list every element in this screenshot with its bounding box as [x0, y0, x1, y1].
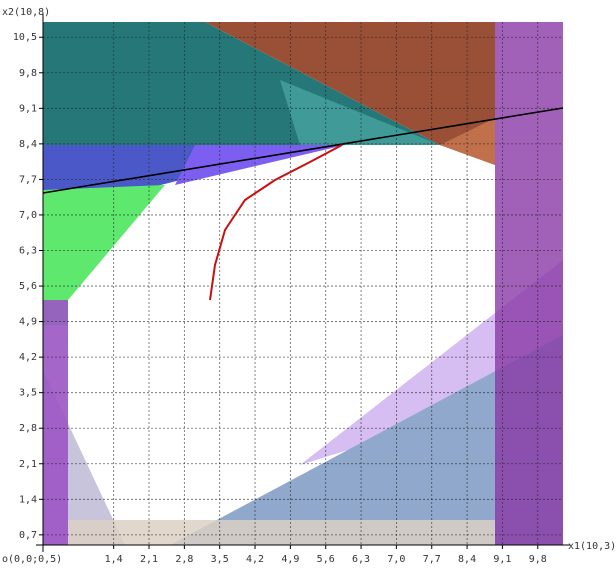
x-tick-label: 5,6 — [317, 554, 335, 565]
origin-label: o(0,0;0,5) — [2, 554, 62, 565]
y-tick-label: 4,9 — [19, 317, 37, 328]
y-tick-label: 2,8 — [19, 423, 37, 434]
y-tick-label: 6,3 — [19, 245, 37, 256]
x-tick-label: 1,4 — [105, 554, 123, 565]
region — [440, 118, 495, 165]
objective-line — [42, 107, 564, 194]
x-tick-label: 2,8 — [175, 554, 193, 565]
y-tick-label: 5,6 — [19, 281, 37, 292]
y-axis-label: x2(10,8) — [2, 7, 50, 18]
y-tick-label: 7,0 — [19, 210, 37, 221]
region — [68, 520, 495, 545]
regions — [43, 22, 563, 545]
region — [175, 145, 345, 185]
x-axis-label: x1(10,3) — [568, 541, 616, 552]
x-tick-label: 2,1 — [140, 554, 158, 565]
x-tick-label: 3,5 — [211, 554, 229, 565]
region — [43, 185, 165, 325]
path-curve — [209, 144, 343, 301]
y-tick-label: 9,1 — [19, 103, 37, 114]
region — [205, 22, 495, 165]
region — [280, 80, 440, 145]
region — [43, 300, 68, 545]
region — [170, 335, 563, 545]
y-tick-label: 10,5 — [13, 32, 37, 43]
y-tick-label: 7,7 — [19, 174, 37, 185]
x-tick-label: 4,2 — [246, 554, 264, 565]
y-tick-label: 3,5 — [19, 388, 37, 399]
x-tick-label: 7,0 — [387, 554, 405, 565]
grid — [43, 22, 563, 545]
region — [495, 22, 563, 545]
y-tick-label: 0,7 — [19, 530, 37, 541]
x-tick-label: 9,8 — [529, 554, 547, 565]
x-tick-label: 8,4 — [458, 554, 476, 565]
x-tick-label: 7,7 — [423, 554, 441, 565]
y-tick-label: 9,8 — [19, 68, 37, 79]
x-tick-label: 4,9 — [281, 554, 299, 565]
x-tick-label: 9,1 — [493, 554, 511, 565]
x-tick-label: 6,3 — [352, 554, 370, 565]
y-tick-label: 2,1 — [19, 459, 37, 470]
y-tick-label: 8,4 — [19, 139, 37, 150]
y-tick-label: 4,2 — [19, 352, 37, 363]
y-tick-label: 1,4 — [19, 494, 37, 505]
